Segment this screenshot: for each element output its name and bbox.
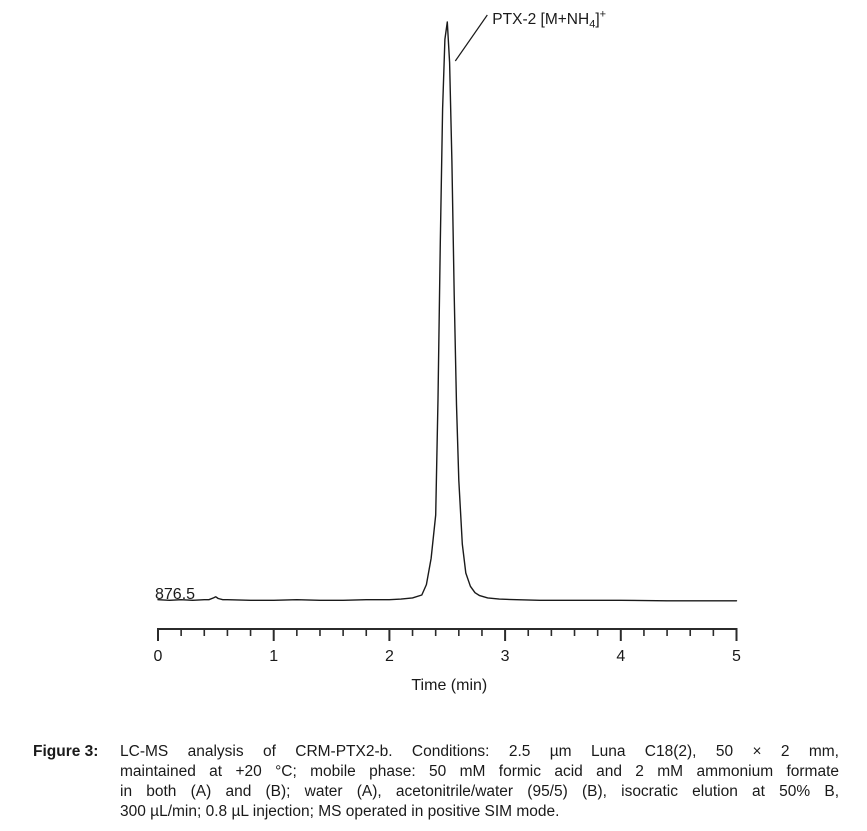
peak-label-main: PTX-2 [M+NH [492, 11, 589, 28]
x-tick-label: 3 [501, 648, 510, 665]
peak-label-bracket: ] [595, 11, 599, 28]
peak-label-superscript: + [600, 9, 606, 21]
figure-caption-text: LC-MS analysis of CRM-PTX2-b. Conditions… [120, 742, 839, 822]
peak-annotation-label: PTX-2 [M+NH4]+ [492, 9, 606, 31]
peak-annotation-line [454, 14, 488, 62]
x-axis [157, 628, 738, 641]
x-tick-label: 2 [385, 648, 394, 665]
caption-line: maintained at +20 °C; mobile phase: 50 m… [120, 763, 839, 780]
figure-caption-label: Figure 3: [33, 743, 99, 760]
x-axis-tick-labels: 0 1 2 3 4 5 [154, 648, 742, 665]
x-tick-label: 1 [269, 648, 278, 665]
x-tick-label: 0 [154, 648, 163, 665]
caption-line: LC-MS analysis of CRM-PTX2-b. Conditions… [120, 743, 839, 760]
x-tick-label: 4 [616, 648, 625, 665]
chromatogram-trace [157, 21, 738, 602]
caption-line: 300 µL/min; 0.8 µL injection; MS operate… [120, 803, 560, 820]
peak-label-subscript: 4 [589, 19, 595, 31]
x-tick-label: 5 [732, 648, 741, 665]
figure-caption: Figure 3: LC-MS analysis of CRM-PTX2-b. … [33, 742, 839, 822]
x-axis-title: Time (min) [411, 677, 487, 694]
caption-line: in both (A) and (B); water (A), acetonit… [120, 783, 839, 800]
trace-mz-label: 876.5 [155, 586, 195, 603]
